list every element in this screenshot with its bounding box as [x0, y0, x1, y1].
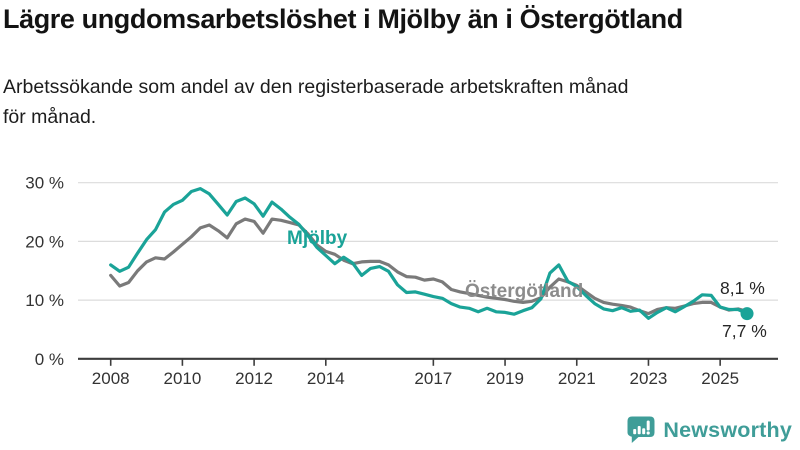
newsworthy-logo-icon: [626, 415, 656, 445]
page-subtitle: Arbetssökande som andel av den registerb…: [3, 76, 629, 128]
series-label-mjolby: Mjölby: [287, 228, 348, 249]
x-tick-label: 2021: [558, 369, 596, 388]
y-tick-label: 0 %: [35, 350, 64, 369]
newsworthy-logo-text: Newsworthy: [663, 417, 792, 442]
end-value-label-mjolby: 7,7 %: [722, 321, 767, 341]
y-tick-label: 10 %: [25, 291, 64, 310]
x-tick-label: 2008: [92, 369, 130, 388]
x-tick-label: 2017: [414, 369, 452, 388]
page-title: Lägre ungdomsarbetslöshet i Mjölby än i …: [3, 4, 683, 34]
x-tick-label: 2010: [163, 369, 201, 388]
x-tick-label: 2025: [701, 369, 739, 388]
series-label-ostergotland: Östergötland: [465, 281, 584, 302]
end-value-label-ostergotland: 8,1 %: [720, 278, 765, 298]
x-tick-label: 2012: [235, 369, 273, 388]
x-tick-label: 2019: [486, 369, 524, 388]
x-tick-label: 2023: [630, 369, 668, 388]
y-tick-label: 20 %: [25, 232, 64, 251]
x-tick-label: 2014: [307, 369, 345, 388]
mjolby-line: [109, 187, 749, 320]
mjolby-end-dot: [740, 307, 754, 321]
ostergotland-line: [109, 217, 749, 316]
newsworthy-logo[interactable]: Newsworthy: [626, 414, 792, 446]
y-tick-label: 30 %: [25, 174, 64, 193]
